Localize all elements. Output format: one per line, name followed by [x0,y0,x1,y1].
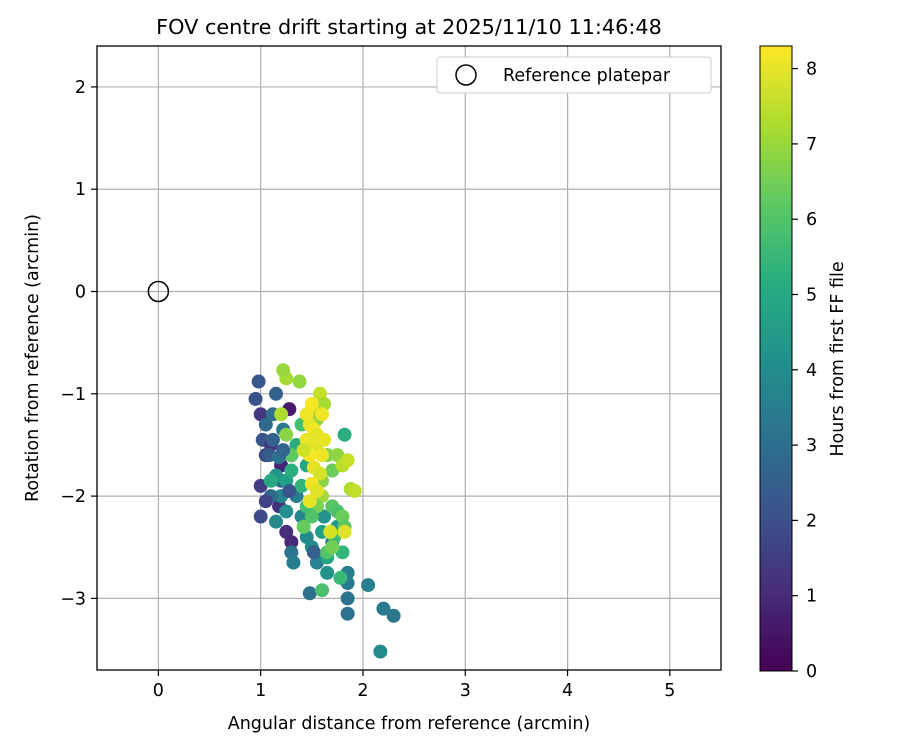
data-point [253,509,268,524]
data-point [251,374,266,389]
data-point [269,514,284,529]
data-point [286,555,301,570]
y-tick-label: 0 [75,283,86,303]
data-point [373,644,388,659]
legend-label: Reference platepar [503,66,671,86]
y-axis-label: Rotation from reference (arcmin) [23,214,43,502]
data-point [282,483,297,498]
x-tick-label: 0 [153,681,164,701]
data-point [317,432,332,447]
data-point [361,578,376,593]
colorbar-tick-label: 2 [806,511,817,531]
data-point [284,463,299,478]
data-point [263,473,278,488]
y-axis-ticks: −3 −2 −1 0 1 2 [60,78,97,609]
colorbar-gradient [759,45,793,672]
data-point [296,519,311,534]
colorbar-label: Hours from first FF file [828,261,848,456]
data-point [299,407,314,422]
data-point [279,504,294,519]
y-tick-label: −2 [60,487,86,507]
data-point [323,524,338,539]
data-point [302,494,317,509]
y-tick-label: 1 [75,180,86,200]
x-tick-label: 5 [664,681,675,701]
data-point [274,407,289,422]
data-point [265,432,280,447]
colorbar-ticks: 0 1 2 3 4 5 6 7 8 [792,60,817,682]
data-point [315,448,330,463]
data-point [276,363,291,378]
legend-marker [455,64,477,86]
data-point [386,608,401,623]
data-point [279,427,294,442]
y-tick-label: 2 [75,78,86,98]
data-point [292,374,307,389]
x-axis-label: Angular distance from reference (arcmin) [228,714,591,734]
x-tick-label: 2 [357,681,368,701]
data-point [313,466,328,481]
data-point [269,386,284,401]
scatter-points [248,363,401,659]
colorbar-tick-label: 3 [806,436,817,456]
data-point [315,407,330,422]
chart-title: FOV centre drift starting at 2025/11/10 … [156,15,662,39]
data-point [258,494,273,509]
data-point [309,483,324,498]
colorbar-tick-label: 1 [806,587,817,607]
data-point [337,427,352,442]
data-point [315,583,330,598]
data-point [306,545,321,560]
y-tick-label: −3 [60,589,86,609]
grid [97,46,721,670]
data-point [317,509,332,524]
data-point [340,453,355,468]
data-point [284,535,299,550]
colorbar-tick-label: 6 [806,210,817,230]
data-point [333,570,348,585]
data-point [302,586,317,601]
data-point [320,565,335,580]
legend-box [436,56,712,94]
data-point [376,601,391,616]
x-tick-label: 3 [460,681,471,701]
plot-frame [96,45,722,671]
x-tick-label: 1 [255,681,266,701]
data-point [248,391,263,406]
reference-point [147,280,170,303]
data-point [340,591,355,606]
colorbar-tick-label: 7 [806,135,817,155]
colorbar-tick-label: 8 [806,60,817,80]
data-point [276,443,291,458]
data-point [296,443,311,458]
data-point [347,483,362,498]
colorbar-tick-label: 4 [806,361,817,381]
x-axis-ticks: 0 1 2 3 4 5 [153,670,675,701]
data-point [340,606,355,621]
colorbar-tick-label: 5 [806,285,817,305]
data-point [258,417,273,432]
colorbar: 0 1 2 3 4 5 6 7 8 Hours from first FF file [759,45,848,682]
y-tick-label: −1 [60,385,86,405]
data-point [337,524,352,539]
x-tick-label: 4 [562,681,573,701]
colorbar-tick-label: 0 [806,662,817,682]
legend: Reference platepar [436,56,712,94]
data-point [325,540,340,555]
